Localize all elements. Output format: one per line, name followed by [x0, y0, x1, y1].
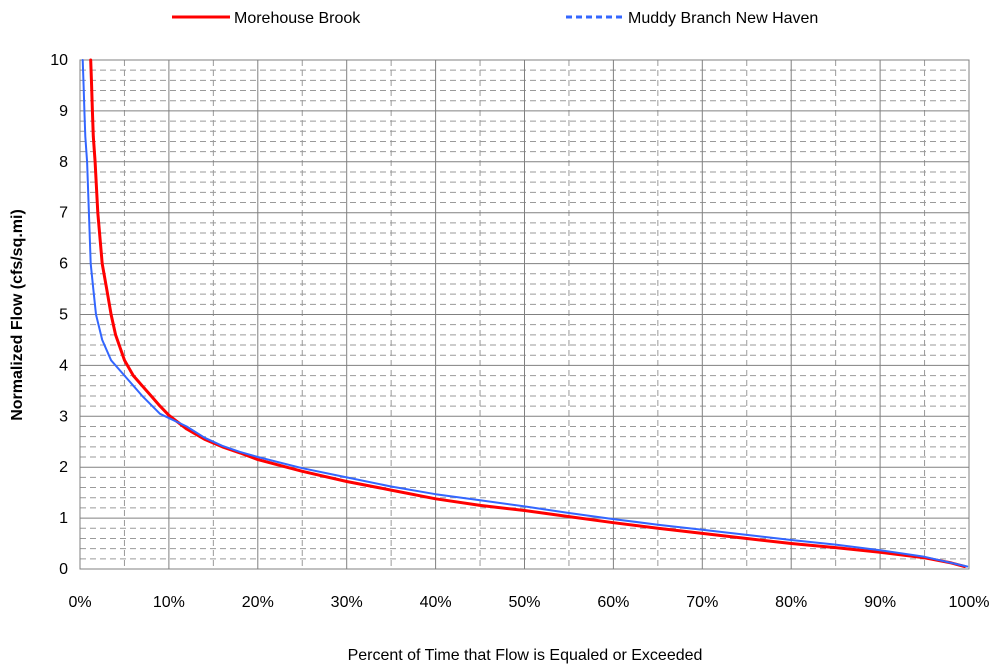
x-tick-label: 10%: [153, 594, 185, 611]
y-tick-label: 7: [59, 205, 68, 222]
x-tick-label: 90%: [864, 594, 896, 611]
series-line-muddy-branch-new-haven: [81, 59, 969, 568]
x-tick-label: 0%: [68, 594, 91, 611]
y-tick-label: 4: [59, 357, 68, 374]
y-axis-tick-labels: 0 1 2 3 4 5 6 7 8 9 10: [50, 52, 68, 578]
legend-label-muddy-branch-new-haven: Muddy Branch New Haven: [628, 10, 818, 27]
x-tick-label: 20%: [242, 594, 274, 611]
major-gridlines: [80, 60, 969, 569]
x-axis-tick-labels: 0% 10% 20% 30% 40% 50% 60% 70% 80% 90% 100%: [68, 594, 989, 611]
y-tick-label: 6: [59, 256, 68, 273]
y-tick-label: 5: [59, 307, 68, 324]
x-tick-label: 30%: [331, 594, 363, 611]
legend-label-morehouse-brook: Morehouse Brook: [234, 10, 361, 27]
y-tick-label: 8: [59, 154, 68, 171]
x-tick-label: 50%: [508, 594, 540, 611]
x-tick-label: 70%: [686, 594, 718, 611]
x-tick-label: 100%: [949, 594, 990, 611]
x-axis-title: Percent of Time that Flow is Equaled or …: [348, 647, 703, 664]
series-line-morehouse-brook: [89, 58, 967, 568]
series-lines: [81, 58, 969, 568]
y-tick-label: 9: [59, 103, 68, 120]
x-tick-label: 80%: [775, 594, 807, 611]
y-axis-title: Normalized Flow (cfs/sq.mi): [9, 209, 26, 421]
plot-area-frame: [79, 59, 970, 570]
legend: Morehouse Brook Muddy Branch New Haven: [172, 10, 818, 27]
y-tick-label: 10: [50, 52, 68, 69]
y-tick-label: 3: [59, 408, 68, 425]
y-tick-label: 2: [59, 459, 68, 476]
x-tick-label: 40%: [420, 594, 452, 611]
x-tick-label: 60%: [597, 594, 629, 611]
y-tick-label: 0: [59, 561, 68, 578]
y-tick-label: 1: [59, 510, 68, 527]
